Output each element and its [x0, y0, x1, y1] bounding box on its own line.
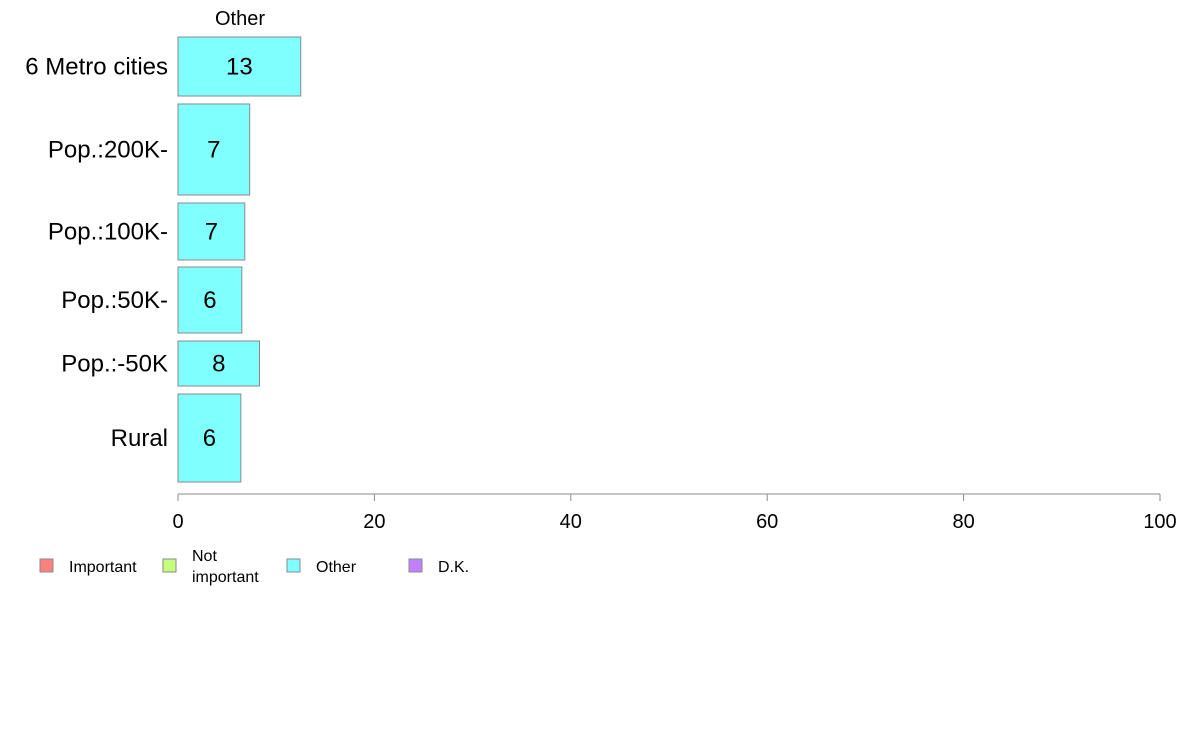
- legend-swatch: [286, 558, 301, 573]
- category-labels: 6 Metro cities Pop.:200K- Pop.:100K- Pop.:5…: [25, 54, 168, 453]
- legend-swatch: [408, 558, 423, 573]
- bar-value-label: 8: [212, 351, 225, 378]
- bar-value-label: 7: [207, 137, 220, 164]
- bar-other-3: [177, 266, 243, 334]
- x-axis: 0 20 40 60 80 100: [172, 493, 1177, 533]
- x-tick-label: 40: [560, 511, 582, 533]
- bar-other-1: [177, 103, 251, 196]
- bar-value-label: 7: [205, 219, 218, 246]
- x-tick-label: 80: [952, 511, 974, 533]
- legend-label: D.K.: [438, 559, 469, 576]
- x-tick-label: 20: [363, 511, 385, 533]
- bar-value-label: 6: [203, 287, 216, 314]
- category-label: Pop.:50K-: [61, 287, 168, 314]
- legend-swatch: [39, 558, 54, 573]
- category-label: Pop.:100K-: [48, 219, 168, 246]
- x-tick-label: 100: [1143, 511, 1176, 533]
- bar-other-4: [177, 340, 261, 387]
- category-label: 6 Metro cities: [25, 54, 168, 81]
- bar-other-5: [177, 393, 242, 483]
- category-label: Pop.:-50K: [61, 351, 168, 378]
- legend: Important Not important Other D.K.: [39, 548, 469, 586]
- legend-item-important: Important: [39, 558, 137, 576]
- x-tick-label: 60: [756, 511, 778, 533]
- bars-group: 13 7 7 6 8 6: [177, 36, 302, 483]
- bar-value-label: 6: [203, 425, 216, 452]
- legend-label: Other: [316, 559, 357, 576]
- legend-label: Important: [69, 559, 137, 576]
- column-header: Other: [215, 8, 265, 30]
- legend-item-d-k-: D.K.: [408, 558, 469, 576]
- legend-swatch: [162, 558, 177, 573]
- legend-item-not-important: Not important: [162, 548, 259, 586]
- legend-item-other: Other: [286, 558, 357, 576]
- category-label: Rural: [111, 425, 168, 452]
- x-tick-label: 0: [172, 511, 183, 533]
- bar-value-label: 13: [226, 54, 253, 81]
- category-label: Pop.:200K-: [48, 137, 168, 164]
- legend-label: Not: [192, 548, 217, 565]
- bar-other-2: [177, 202, 246, 261]
- bar-other-0: [177, 36, 302, 97]
- legend-label: important: [192, 569, 259, 586]
